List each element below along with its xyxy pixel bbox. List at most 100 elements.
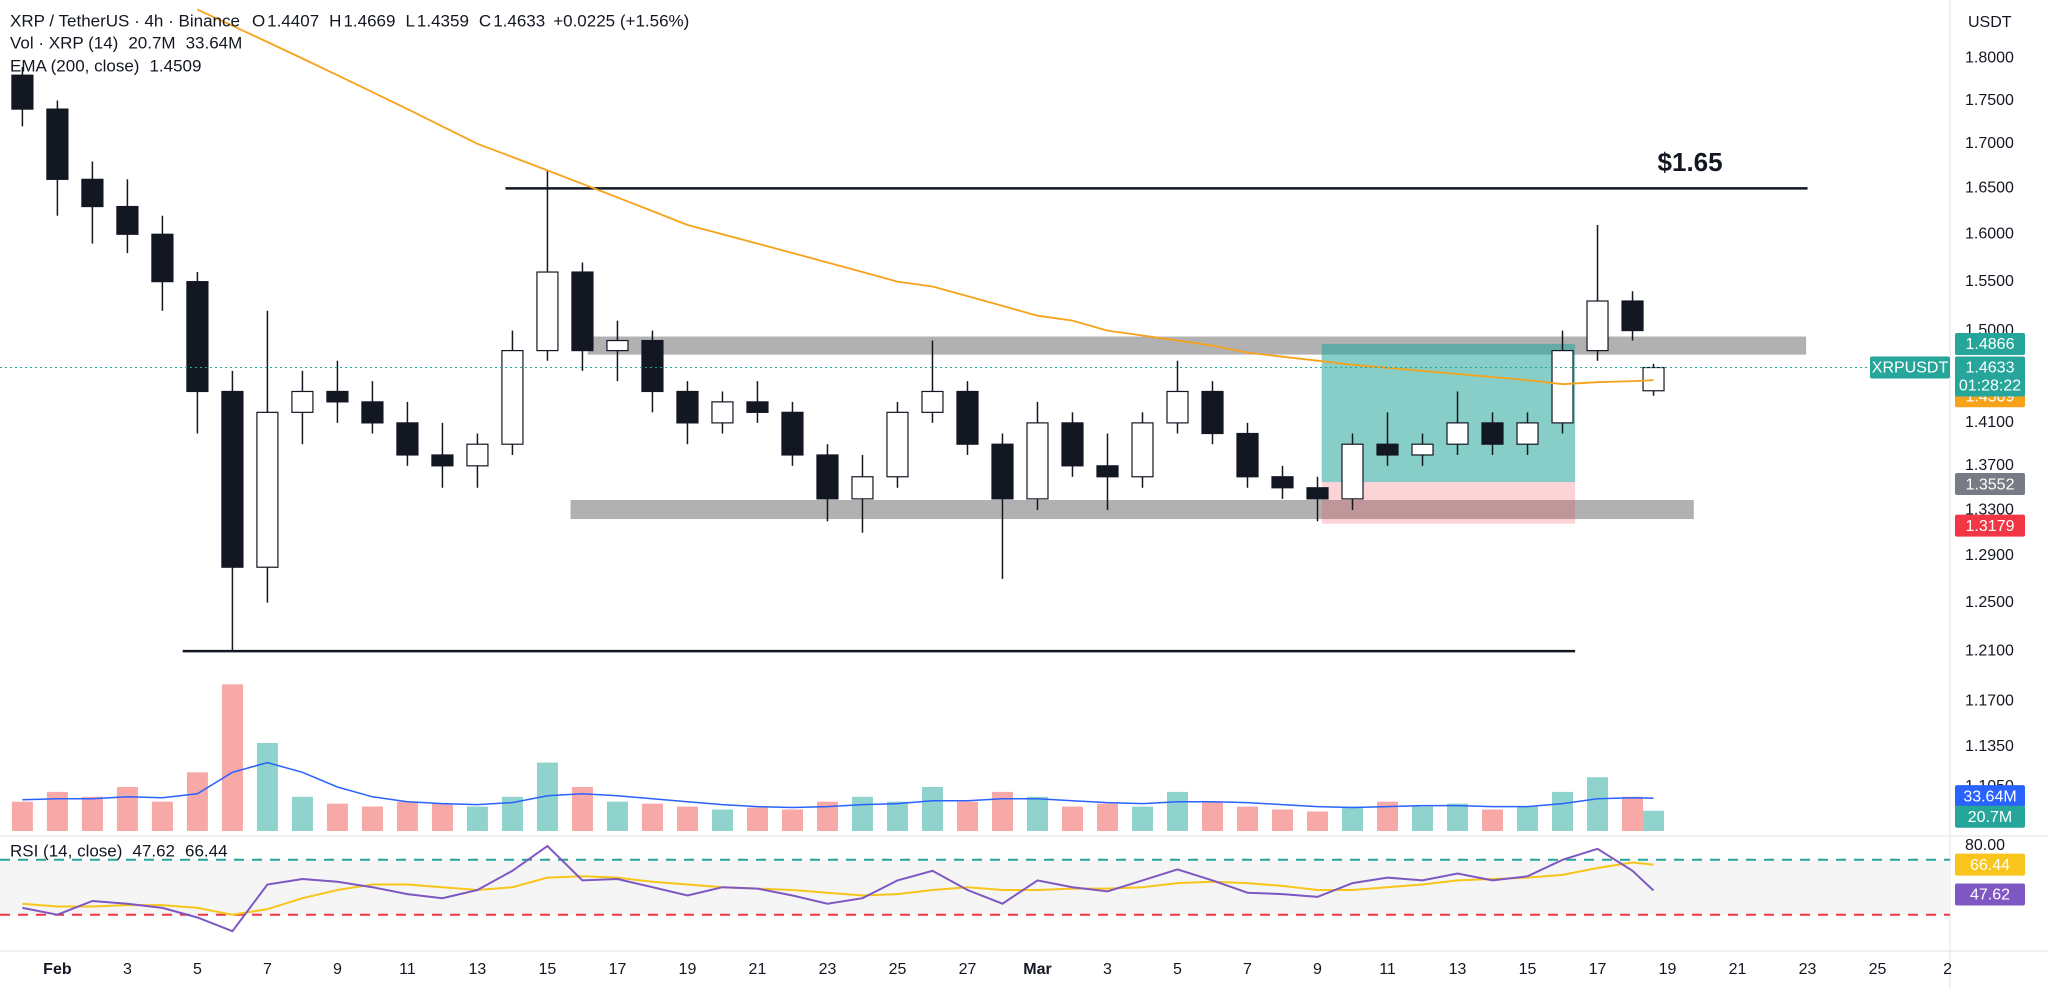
x-tick-label: 9: [333, 961, 342, 978]
x-tick-label: 25: [1869, 961, 1887, 978]
x-tick-label: 11: [1379, 961, 1396, 978]
candle-body: [956, 390, 979, 445]
y-tick-label: 1.2500: [1965, 594, 2014, 611]
high-value: 1.4669: [343, 11, 395, 30]
candle-body: [816, 454, 839, 500]
x-tick-label: 7: [1243, 961, 1252, 978]
candle-body: [1586, 300, 1609, 352]
volume-bar: [1166, 791, 1188, 831]
volume-bar: [501, 796, 523, 831]
volume-bar: [1482, 809, 1504, 831]
candle-body: [1341, 443, 1364, 500]
volume-bar: [851, 796, 873, 831]
volume-ma-tag: 33.64M: [1963, 788, 2016, 805]
support-resistance-zone: [587, 336, 1807, 355]
volume-bar: [781, 809, 803, 831]
y-tick-label: 1.6500: [1965, 180, 2014, 197]
y-tick-label: 1.1350: [1965, 738, 2014, 755]
candle-body: [1621, 300, 1644, 332]
x-tick-label: 9: [1313, 961, 1322, 978]
volume-bar: [11, 801, 33, 831]
candle-body: [431, 454, 454, 467]
y-tick-label: 1.1700: [1965, 693, 2014, 710]
volume-bar: [1342, 806, 1364, 831]
volume-bar: [571, 787, 593, 831]
volume-bar: [46, 791, 68, 831]
rsi-tag-bg: [1955, 883, 2025, 906]
candle-body: [571, 271, 594, 352]
candle-body: [1446, 422, 1469, 445]
y-tick-label: 1.3700: [1965, 457, 2014, 474]
volume-bar: [81, 796, 103, 831]
low-label: L: [405, 11, 414, 30]
x-tick-label: 2: [1943, 961, 1952, 978]
support-resistance-zone: [570, 499, 1694, 520]
y-tick-label: 1.7000: [1965, 135, 2014, 152]
x-tick-label: 23: [1799, 961, 1817, 978]
volume-bar: [1643, 810, 1665, 831]
volume-bar: [186, 772, 208, 831]
candle-body: [256, 411, 279, 568]
candle-body: [466, 443, 489, 467]
y-tick-label: 1.6000: [1965, 225, 2014, 242]
volume-bar: [396, 801, 418, 831]
candle-body: [746, 401, 769, 413]
y-tick-label: 1.2900: [1965, 547, 2014, 564]
rsi-tick-label: 80.00: [1965, 837, 2005, 854]
position-profit-box: [1321, 343, 1576, 483]
candle-body: [536, 271, 559, 352]
candle-body: [886, 411, 909, 478]
stop-tag: 1.3179: [1966, 518, 2015, 535]
volume-bar: [676, 806, 698, 831]
x-tick-label: 13: [469, 961, 487, 978]
candle-body: [606, 339, 629, 352]
volume-bar: [746, 807, 768, 831]
symbol-title: XRP / TetherUS · 4h · Binance: [10, 11, 240, 30]
candle-body: [1306, 487, 1329, 500]
ema-line: [197, 8, 1654, 386]
volume-bar: [711, 809, 733, 831]
current-price-tag-bg: [1955, 356, 2025, 397]
volume-bar: [116, 787, 138, 831]
volume-bar: [816, 801, 838, 831]
x-tick-label: 23: [819, 961, 837, 978]
y-tick-label: 1.5500: [1965, 273, 2014, 290]
candle-body: [81, 178, 104, 208]
candle-body: [151, 233, 174, 283]
current-price-tag: 1.4633: [1966, 360, 2015, 377]
candle-body: [1516, 422, 1539, 445]
candle-body: [1201, 390, 1224, 435]
symbol-tag-bg: [1870, 356, 1950, 379]
candle-body: [1376, 443, 1399, 456]
volume-bar: [1201, 801, 1223, 831]
x-tick-label: 3: [123, 961, 132, 978]
x-tick-label: Mar: [1023, 961, 1051, 978]
marks-layer: [11, 8, 1665, 933]
volume-bar: [1447, 803, 1469, 831]
volume-bar: [151, 801, 173, 831]
rsi-ma-tag: 66.44: [1970, 857, 2010, 874]
x-tick-label: 3: [1103, 961, 1112, 978]
volume-legend: Vol · XRP (14): [10, 33, 118, 52]
candle-body: [1271, 476, 1294, 489]
y-tick-label: 1.4100: [1965, 414, 2014, 431]
volume-bar: [991, 791, 1013, 831]
candle-body: [1481, 422, 1504, 445]
candle-body: [46, 108, 69, 180]
volume-ma-tag-bg: [1955, 785, 2025, 808]
stop-tag-bg: [1955, 514, 2025, 537]
ema-value: 1.4509: [149, 56, 201, 75]
y-tick-label: 1.2100: [1965, 642, 2014, 659]
close-label: C: [479, 11, 491, 30]
volume-bar: [1061, 806, 1083, 831]
target-tag: 1.4866: [1966, 336, 2015, 353]
volume-bar: [1131, 806, 1153, 831]
volume-bar: [886, 801, 908, 831]
rsi-ma-tag-bg: [1955, 853, 2025, 876]
volume-bar: [1026, 796, 1048, 831]
volume-bar: [1517, 806, 1539, 831]
position-loss-box: [1321, 482, 1576, 524]
x-tick-label: 27: [959, 961, 977, 978]
